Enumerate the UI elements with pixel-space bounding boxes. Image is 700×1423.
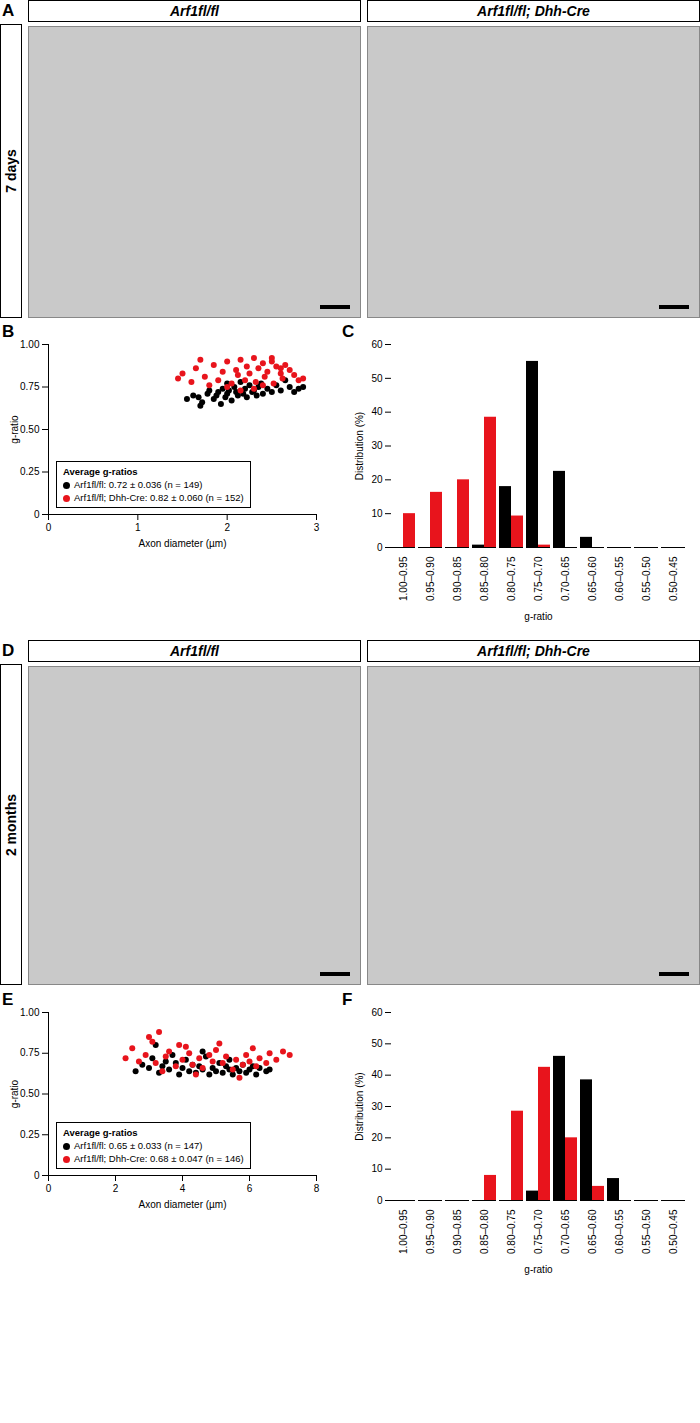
svg-text:0.55–0.50: 0.55–0.50 bbox=[641, 556, 652, 601]
svg-text:60: 60 bbox=[371, 339, 383, 350]
svg-text:0.90–0.85: 0.90–0.85 bbox=[452, 556, 463, 601]
svg-text:3: 3 bbox=[314, 522, 320, 533]
svg-text:20: 20 bbox=[371, 1132, 383, 1143]
svg-text:0.60–0.55: 0.60–0.55 bbox=[614, 556, 625, 601]
svg-text:6: 6 bbox=[247, 1183, 253, 1194]
svg-text:0.75–0.70: 0.75–0.70 bbox=[533, 1209, 544, 1254]
html-text:Arf1fl/fl: Arf1fl/fl bbox=[170, 643, 219, 659]
svg-text:0.70–0.65: 0.70–0.65 bbox=[560, 1209, 571, 1254]
svg-text:30: 30 bbox=[371, 440, 383, 451]
html-text:Average g-ratios: Average g-ratios bbox=[63, 1127, 138, 1138]
svg-text:1.00: 1.00 bbox=[20, 339, 40, 350]
svg-text:0: 0 bbox=[46, 1183, 52, 1194]
svg-text:40: 40 bbox=[371, 1069, 383, 1080]
svg-text:10: 10 bbox=[371, 508, 383, 519]
svg-text:0.50: 0.50 bbox=[20, 1088, 40, 1099]
svg-text:2: 2 bbox=[224, 522, 230, 533]
svg-text:Distribution (%): Distribution (%) bbox=[354, 412, 365, 480]
svg-text:0.25: 0.25 bbox=[20, 1129, 40, 1140]
svg-text:0.95–0.90: 0.95–0.90 bbox=[425, 1209, 436, 1254]
html-text:E: E bbox=[2, 990, 14, 1009]
svg-text:8: 8 bbox=[314, 1183, 320, 1194]
svg-text:g-ratio: g-ratio bbox=[9, 415, 20, 444]
html-text:Arf1fl/fl; Dhh-Cre: Arf1fl/fl; Dhh-Cre bbox=[477, 3, 590, 19]
svg-text:0.75–0.70: 0.75–0.70 bbox=[533, 556, 544, 601]
svg-text:0.55–0.50: 0.55–0.50 bbox=[641, 1209, 652, 1254]
svg-text:1.00–0.95: 1.00–0.95 bbox=[398, 556, 409, 601]
html-text:Arf1fl/fl: Arf1fl/fl bbox=[170, 3, 219, 19]
svg-text:0.75: 0.75 bbox=[20, 381, 40, 392]
svg-text:0.65–0.60: 0.65–0.60 bbox=[587, 556, 598, 601]
svg-text:g-ratio: g-ratio bbox=[524, 1264, 553, 1275]
svg-text:0.65–0.60: 0.65–0.60 bbox=[587, 1209, 598, 1254]
svg-text:0.80–0.75: 0.80–0.75 bbox=[506, 1209, 517, 1254]
html-text:B: B bbox=[2, 322, 15, 341]
html-text:F: F bbox=[342, 990, 353, 1009]
html-text:D: D bbox=[2, 641, 15, 660]
html-text:Arf1fl/fl: 0.65 ± 0.033 (n = 1: Arf1fl/fl: 0.65 ± 0.033 (n = 147) bbox=[74, 1140, 203, 1151]
svg-text:0: 0 bbox=[377, 542, 383, 553]
svg-text:4: 4 bbox=[180, 1183, 186, 1194]
svg-text:Axon diameter (µm): Axon diameter (µm) bbox=[138, 1199, 226, 1210]
html-text:C: C bbox=[342, 322, 355, 341]
svg-text:1.00–0.95: 1.00–0.95 bbox=[398, 1209, 409, 1254]
svg-text:60: 60 bbox=[371, 1007, 383, 1018]
svg-text:0.90–0.85: 0.90–0.85 bbox=[452, 1209, 463, 1254]
svg-text:20: 20 bbox=[371, 474, 383, 485]
svg-text:1: 1 bbox=[135, 522, 141, 533]
svg-text:0.80–0.75: 0.80–0.75 bbox=[506, 556, 517, 601]
svg-text:0.75: 0.75 bbox=[20, 1047, 40, 1058]
svg-text:0.85–0.80: 0.85–0.80 bbox=[479, 1209, 490, 1254]
html-text:Arf1fl/fl: 0.72 ± 0.036 (n = 1: Arf1fl/fl: 0.72 ± 0.036 (n = 149) bbox=[74, 479, 203, 490]
html-text:Arf1fl/fl; Dhh-Cre: Arf1fl/fl; Dhh-Cre bbox=[477, 643, 590, 659]
html-text:2 months: 2 months bbox=[3, 793, 19, 856]
svg-text:0.85–0.80: 0.85–0.80 bbox=[479, 556, 490, 601]
svg-text:0: 0 bbox=[46, 522, 52, 533]
svg-text:0.50: 0.50 bbox=[20, 424, 40, 435]
svg-text:Axon diameter (µm): Axon diameter (µm) bbox=[138, 538, 226, 549]
svg-text:0: 0 bbox=[377, 1195, 383, 1206]
html-text:A: A bbox=[2, 1, 15, 20]
svg-text:30: 30 bbox=[371, 1101, 383, 1112]
svg-text:Distribution (%): Distribution (%) bbox=[354, 1072, 365, 1140]
svg-text:0.25: 0.25 bbox=[20, 466, 40, 477]
html-text:7 days: 7 days bbox=[3, 149, 19, 193]
svg-text:0: 0 bbox=[34, 509, 40, 520]
html-text:Arf1fl/fl; Dhh-Cre: 0.68 ± 0.0: Arf1fl/fl; Dhh-Cre: 0.68 ± 0.047 (n = 14… bbox=[74, 1153, 244, 1164]
svg-text:50: 50 bbox=[371, 1038, 383, 1049]
svg-text:0.70–0.65: 0.70–0.65 bbox=[560, 556, 571, 601]
html-text:Arf1fl/fl; Dhh-Cre: 0.82 ± 0.0: Arf1fl/fl; Dhh-Cre: 0.82 ± 0.060 (n = 15… bbox=[74, 492, 244, 503]
svg-text:40: 40 bbox=[371, 406, 383, 417]
svg-text:g-ratio: g-ratio bbox=[524, 611, 553, 622]
svg-text:0: 0 bbox=[34, 1170, 40, 1181]
svg-text:1.00: 1.00 bbox=[20, 1007, 40, 1018]
svg-text:0.50–0.45: 0.50–0.45 bbox=[668, 1209, 679, 1254]
svg-text:10: 10 bbox=[371, 1163, 383, 1174]
svg-text:2: 2 bbox=[113, 1183, 119, 1194]
html-text:Average g-ratios: Average g-ratios bbox=[63, 466, 138, 477]
svg-text:g-ratio: g-ratio bbox=[9, 1079, 20, 1108]
svg-text:0.50–0.45: 0.50–0.45 bbox=[668, 556, 679, 601]
svg-text:50: 50 bbox=[371, 373, 383, 384]
svg-text:0.60–0.55: 0.60–0.55 bbox=[614, 1209, 625, 1254]
svg-text:0.95–0.90: 0.95–0.90 bbox=[425, 556, 436, 601]
